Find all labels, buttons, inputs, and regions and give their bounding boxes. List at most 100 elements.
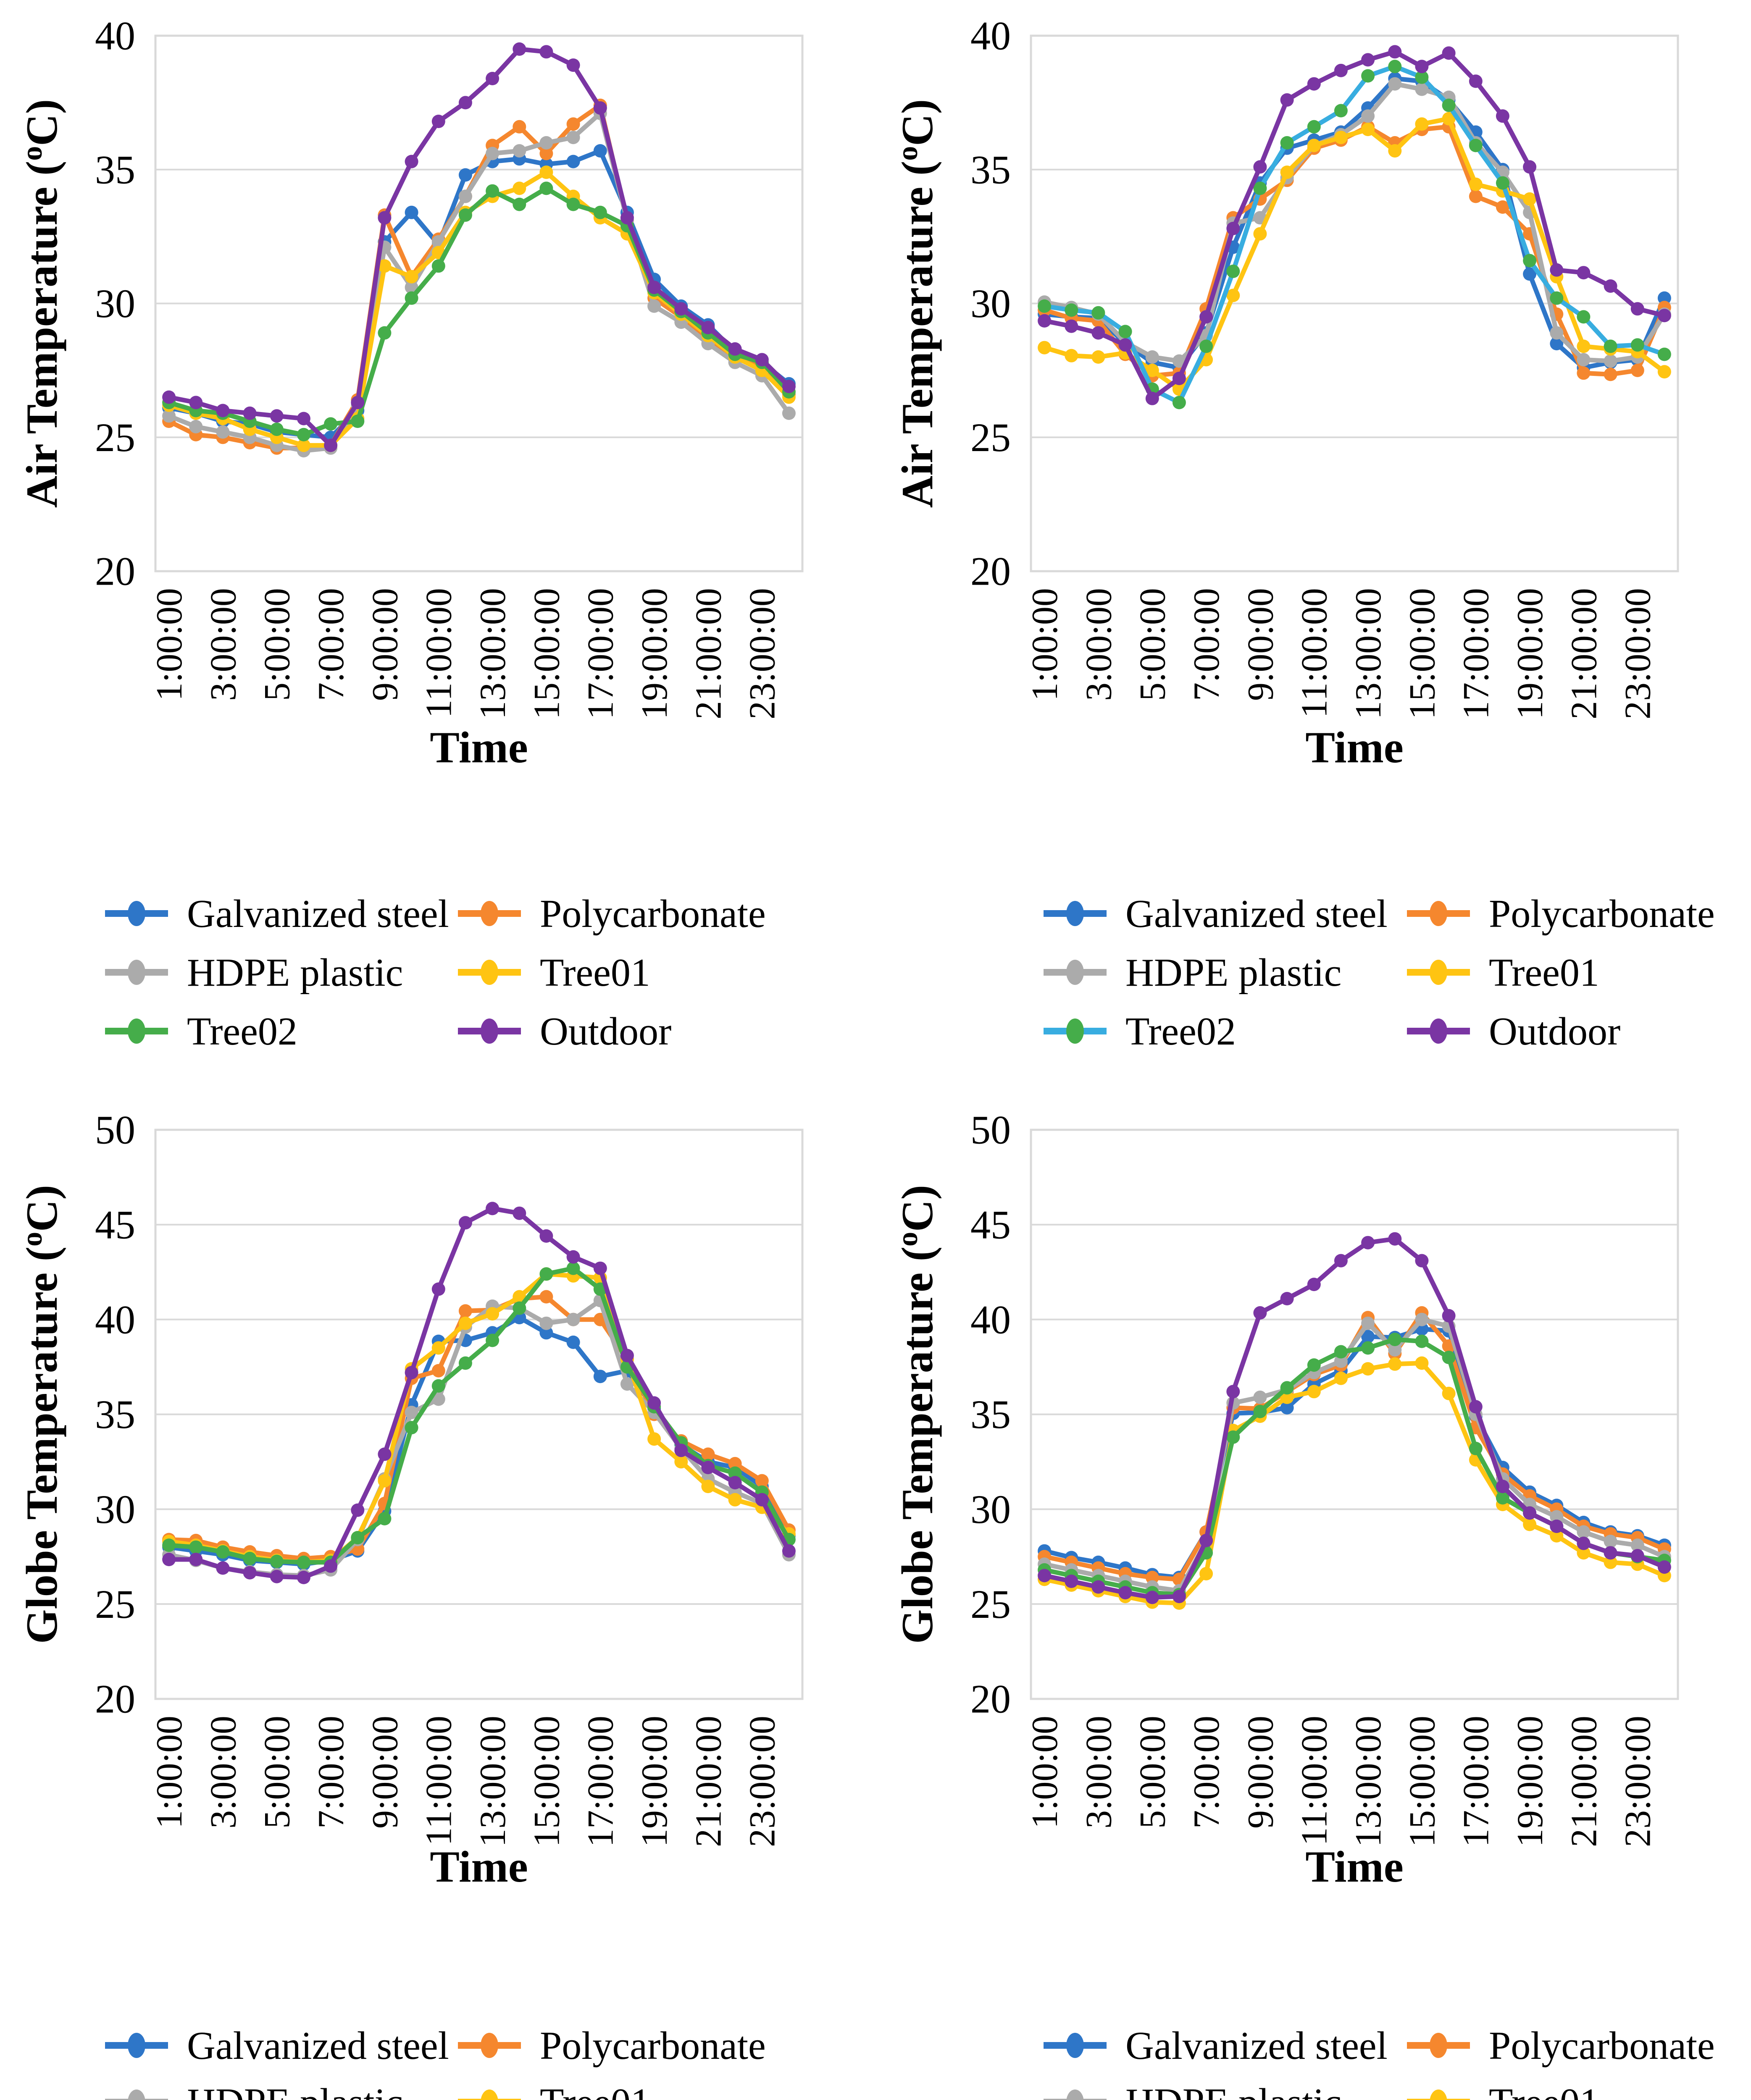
data-point-tree02-h8 <box>351 415 365 428</box>
x-tick-label-7:00:00: 7:00:00 <box>1186 1716 1227 1829</box>
data-point-tree02-h5 <box>270 423 284 436</box>
data-point-tree02-h12 <box>1334 104 1348 118</box>
data-point-outdoor-h15 <box>539 45 553 59</box>
data-point-tree02-h4 <box>1118 325 1132 339</box>
x-tick-label-11:00:00: 11:00:00 <box>1294 1716 1335 1846</box>
data-point-tree02-h15 <box>539 1267 553 1281</box>
data-point-tree01-h24 <box>1657 365 1671 379</box>
data-point-outdoor-h19 <box>647 281 661 294</box>
data-point-outdoor-h1 <box>1038 1569 1052 1583</box>
legend-label-tree02: Tree02 <box>1125 1010 1236 1053</box>
data-point-outdoor-h18 <box>1496 1480 1509 1494</box>
legend-marker-polycarbonate <box>481 901 498 926</box>
legend-label-tree01: Tree01 <box>1489 951 1599 995</box>
y-tick-label-25: 25 <box>95 415 135 460</box>
data-point-tree01-h3 <box>1091 350 1105 364</box>
x-tick-label-11:00:00: 11:00:00 <box>419 588 460 718</box>
legend-item-tree02: Tree02 <box>105 1010 297 1053</box>
y-axis-tick-labels: 20 25 30 35 40 45 50 <box>970 1108 1011 1722</box>
data-point-tree02-h14 <box>513 197 526 211</box>
data-point-hdpe-plastic-h12 <box>1334 1354 1348 1368</box>
data-point-tree01-h9 <box>378 259 392 273</box>
data-point-hdpe-plastic-h20 <box>1550 326 1564 340</box>
data-point-hdpe-plastic-h3 <box>216 425 230 439</box>
data-point-outdoor-h21 <box>701 1461 715 1474</box>
data-point-polycarbonate-h15 <box>539 1290 553 1304</box>
x-tick-label-17:00:00: 17:00:00 <box>581 1716 621 1847</box>
legend-marker-hdpe-plastic <box>128 2090 145 2100</box>
data-point-outdoor-h13 <box>486 1202 500 1215</box>
data-point-outdoor-h5 <box>270 409 284 423</box>
legend-label-polycarbonate: Polycarbonate <box>540 892 766 936</box>
series-line-galvanized-steel <box>1042 76 1667 370</box>
legend-label-hdpe-plastic: HDPE plastic <box>187 2081 403 2100</box>
legend-item-outdoor: Outdoor <box>458 1010 671 1053</box>
data-point-tree02-h16 <box>1442 98 1456 112</box>
data-point-outdoor-h9 <box>1253 160 1267 174</box>
data-point-outdoor-h10 <box>405 155 418 168</box>
data-point-tree01-h16 <box>1442 1386 1456 1400</box>
data-point-galvanized-steel-h17 <box>593 1370 607 1383</box>
chart-air-right: 20 25 30 35 40 1:00:00 3:00:00 5:00:00 7:00:00 9:… <box>876 0 1751 798</box>
plot-border <box>1030 1129 1679 1700</box>
data-point-outdoor-h11 <box>1307 1278 1321 1292</box>
globe-right-plot: 20 25 30 35 40 45 50 1:00:00 3:00:00 5:00:00 7:00:… <box>891 1108 1679 1891</box>
legend-item-polycarbonate: Polycarbonate <box>458 892 766 936</box>
series-line-polycarbonate <box>1042 124 1667 378</box>
data-point-tree01-h9 <box>1253 227 1267 241</box>
x-tick-label-5:00:00: 5:00:00 <box>257 588 298 701</box>
data-point-tree01-h20 <box>674 1455 688 1469</box>
series-polycarbonate <box>162 1290 796 1565</box>
x-tick-label-5:00:00: 5:00:00 <box>1133 588 1173 701</box>
data-point-galvanized-steel-h19 <box>1523 267 1537 281</box>
data-point-hdpe-plastic-h13 <box>1361 109 1375 123</box>
data-point-tree01-h19 <box>1523 1517 1537 1531</box>
y-tick-label-20: 20 <box>95 1677 135 1722</box>
data-point-hdpe-plastic-h20 <box>1550 1510 1564 1524</box>
y-axis-title: Globe Temperature (oC) <box>891 1185 942 1644</box>
series-polycarbonate <box>162 98 796 455</box>
data-point-polycarbonate-h22 <box>1604 368 1617 381</box>
y-tick-label-20: 20 <box>970 1677 1011 1722</box>
data-point-galvanized-steel-h24 <box>1657 291 1671 305</box>
data-point-outdoor-h3 <box>1091 326 1105 340</box>
x-tick-label-9:00:00: 9:00:00 <box>365 1716 405 1829</box>
x-tick-label-13:00:00: 13:00:00 <box>473 588 513 719</box>
data-point-outdoor-h2 <box>189 396 203 410</box>
data-point-outdoor-h4 <box>243 1566 257 1580</box>
data-point-tree01-h2 <box>1065 349 1078 362</box>
series-tree02 <box>1038 60 1671 410</box>
data-point-tree02-h10 <box>405 1421 418 1435</box>
data-point-tree01-h11 <box>431 1341 445 1355</box>
data-point-hdpe-plastic-h24 <box>782 406 796 420</box>
legend-label-galvanized-steel: Galvanized steel <box>187 892 449 936</box>
series-hdpe-plastic <box>162 106 796 458</box>
y-tick-label-30: 30 <box>970 281 1011 326</box>
x-axis-title: Time <box>1305 1842 1404 1891</box>
legend-marker-tree01 <box>481 960 498 985</box>
data-point-outdoor-h16 <box>566 1250 580 1264</box>
data-point-tree01-h8 <box>1226 289 1240 302</box>
y-axis-tick-labels: 20 25 30 35 40 45 50 <box>95 1108 135 1722</box>
data-point-hdpe-plastic-h15 <box>1415 1312 1429 1326</box>
data-point-outdoor-h21 <box>1577 266 1591 280</box>
data-point-hdpe-plastic-h5 <box>1145 350 1159 364</box>
data-point-outdoor-h1 <box>162 390 176 404</box>
series-line-hdpe-plastic <box>166 111 791 453</box>
data-point-polycarbonate-h16 <box>566 117 580 131</box>
x-tick-label-17:00:00: 17:00:00 <box>1456 588 1497 719</box>
data-point-tree02-h7 <box>324 417 338 431</box>
data-point-tree02-h8 <box>351 1531 365 1545</box>
data-point-tree01-h11 <box>1307 139 1321 152</box>
x-tick-label-9:00:00: 9:00:00 <box>365 588 405 701</box>
x-tick-label-21:00:00: 21:00:00 <box>688 588 729 719</box>
data-point-tree02-h10 <box>405 291 418 305</box>
data-point-tree02-h12 <box>458 1356 472 1370</box>
data-point-outdoor-h3 <box>1091 1580 1105 1594</box>
data-point-tree02-h15 <box>1415 1334 1429 1348</box>
data-point-hdpe-plastic-h13 <box>486 147 500 160</box>
x-tick-label-17:00:00: 17:00:00 <box>581 588 621 719</box>
legend-marker-hdpe-plastic <box>1066 960 1084 985</box>
y-tick-label-40: 40 <box>95 1297 135 1342</box>
air-left-plot: 20 25 30 35 40 1:00:00 3:00:00 5:00:00 7:00:00 9:… <box>16 13 804 772</box>
